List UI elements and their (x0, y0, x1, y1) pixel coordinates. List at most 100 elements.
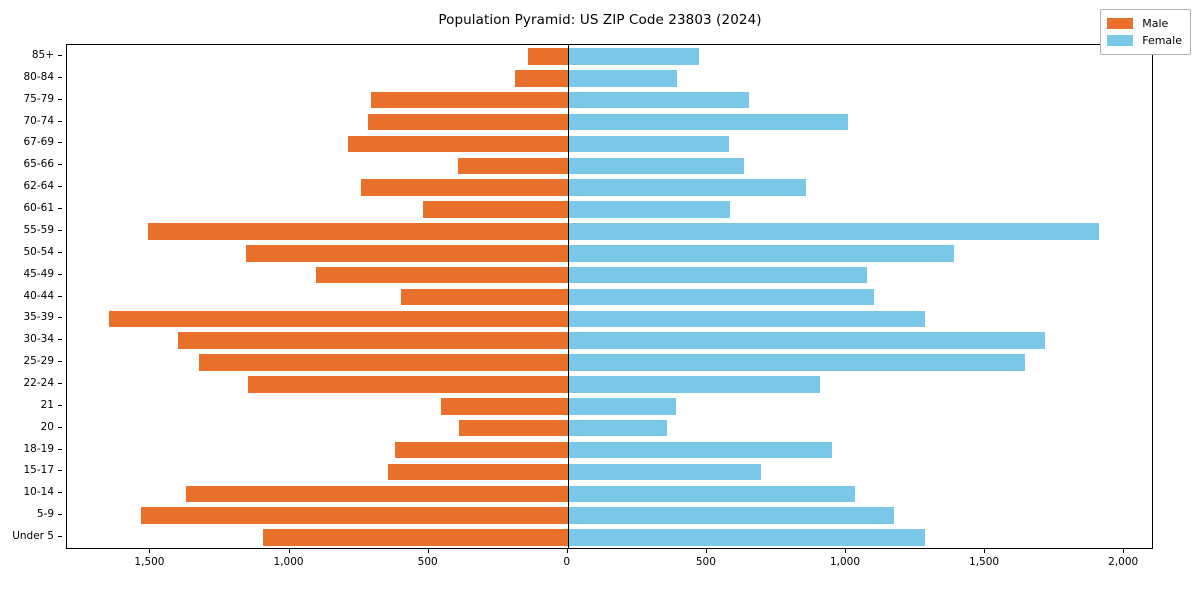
y-axis-tick-mark (58, 76, 62, 78)
y-axis-tick-label: 21 (40, 398, 54, 411)
bar-female (567, 48, 700, 65)
y-axis-tick-mark (58, 536, 62, 538)
bar-male (147, 223, 568, 240)
y-axis-tick-label: 75-79 (23, 92, 54, 105)
zero-axis-line (567, 45, 570, 548)
bar-row (67, 198, 1152, 220)
y-axis-tick-mark (58, 514, 62, 516)
bar-row (67, 132, 1152, 154)
x-axis-tick-label: 1,500 (134, 556, 165, 568)
bar-female (567, 398, 677, 415)
bar-row (67, 461, 1152, 483)
legend-item-female: Female (1107, 32, 1182, 49)
bar-row (67, 154, 1152, 176)
y-axis-tick-label: 15-17 (23, 464, 54, 477)
bar-male (458, 157, 568, 175)
bar-female (567, 135, 729, 153)
bar-male (528, 48, 568, 65)
bar-row (67, 264, 1152, 286)
bar-row (67, 111, 1152, 133)
y-axis-tick-mark (58, 295, 62, 297)
y-axis-tick-mark (58, 382, 62, 384)
x-axis-tick-mark (705, 549, 707, 553)
bar-male (178, 332, 568, 349)
bar-row (67, 329, 1152, 351)
bar-male (368, 113, 568, 131)
y-axis-tick-mark (58, 448, 62, 450)
bar-male (247, 376, 568, 393)
bar-male (515, 70, 568, 87)
bar-row (67, 220, 1152, 242)
x-axis-tick-mark (844, 549, 846, 553)
y-axis-tick-label: 25-29 (23, 355, 54, 368)
y-axis-tick-mark (58, 404, 62, 406)
bar-row (67, 526, 1152, 548)
y-axis-tick-label: 22-24 (23, 376, 54, 389)
bar-male (185, 485, 568, 503)
y-axis-tick-label: 20 (40, 420, 54, 433)
x-axis-tick-mark (566, 549, 568, 553)
y-axis-tick-label: 62-64 (23, 180, 54, 193)
bar-row (67, 286, 1152, 308)
x-axis-tick-mark (984, 549, 986, 553)
bar-row (67, 45, 1152, 67)
y-axis-tick-label: 85+ (31, 48, 54, 61)
y-axis-tick-label: 50-54 (23, 245, 54, 258)
bar-female (567, 441, 832, 459)
bar-row (67, 307, 1152, 329)
bar-female (567, 419, 667, 437)
bar-row (67, 176, 1152, 198)
y-axis-tick-label: 30-34 (23, 333, 54, 346)
y-axis-tick-label: Under 5 (12, 530, 54, 543)
bar-male (108, 310, 568, 328)
bar-female (567, 507, 894, 524)
y-axis-tick-label: 45-49 (23, 267, 54, 280)
bar-male (441, 398, 568, 415)
y-axis-tick-mark (58, 98, 62, 100)
x-axis-tick-label: 1,000 (829, 556, 860, 568)
y-axis-tick-mark (58, 426, 62, 428)
y-axis-tick-mark (58, 339, 62, 341)
bar-male (422, 201, 568, 218)
y-axis-tick-mark (58, 492, 62, 494)
y-axis-tick-label: 40-44 (23, 289, 54, 302)
bar-male (315, 266, 568, 284)
y-axis-tick-mark (58, 229, 62, 231)
x-axis-tick-label: 0 (563, 556, 571, 568)
y-axis-tick-mark (58, 317, 62, 319)
bar-row (67, 482, 1152, 504)
x-axis-ticks: 1,500 1,000 500 0 500 1,000 1,500 2,000 (66, 549, 1153, 589)
bar-female (567, 179, 807, 196)
y-axis-tick-mark (58, 142, 62, 144)
bar-female (567, 485, 856, 503)
y-axis-tick-label: 70-74 (23, 114, 54, 127)
bar-male (395, 441, 568, 459)
legend-swatch-male-icon (1107, 18, 1134, 29)
bar-female (567, 113, 849, 131)
y-axis-tick-label: 55-59 (23, 223, 54, 236)
x-axis-tick-label: 1,500 (969, 556, 1000, 568)
x-axis-tick-label: 1,000 (273, 556, 304, 568)
bar-female (567, 70, 678, 87)
bar-rows (67, 45, 1152, 548)
x-axis-tick-mark (1123, 549, 1125, 553)
x-axis-tick-mark (427, 549, 429, 553)
bar-female (567, 376, 820, 393)
bar-male (199, 354, 568, 371)
y-axis-tick-label: 65-66 (23, 158, 54, 171)
bar-female (567, 463, 761, 481)
x-axis-tick-label: 500 (417, 556, 438, 568)
bar-male (361, 179, 568, 196)
x-axis-tick-label: 2,000 (1108, 556, 1139, 568)
bar-female (567, 310, 926, 328)
y-axis-tick-mark (58, 470, 62, 472)
bar-female (567, 157, 744, 175)
y-axis-tick-mark (58, 120, 62, 122)
bar-male (388, 463, 568, 481)
y-axis-labels: 85+ 80-84 75-79 70-74 67-69 65-66 62-64 60-61 55… (0, 44, 62, 549)
y-axis-tick-mark (58, 54, 62, 56)
y-axis-tick-mark (58, 273, 62, 275)
bar-female (567, 245, 955, 262)
y-axis-tick-mark (58, 186, 62, 188)
legend-label-female: Female (1142, 34, 1182, 47)
